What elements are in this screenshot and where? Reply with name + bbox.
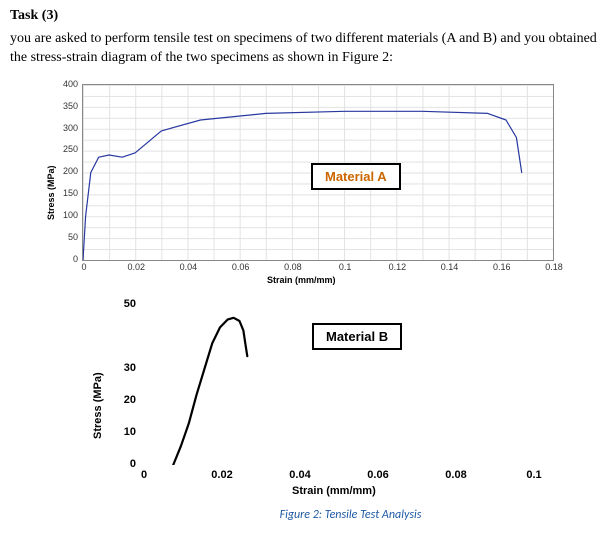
xtick: 0.14 bbox=[438, 262, 462, 272]
chart-b-ylabel: Stress (MPa) bbox=[92, 372, 104, 439]
xtick: 0.12 bbox=[385, 262, 409, 272]
chart-a-xlabel: Strain (mm/mm) bbox=[267, 275, 336, 285]
ytick: 400 bbox=[58, 79, 78, 89]
material-a-label-text: Material A bbox=[325, 169, 387, 184]
task-text: you are asked to perform tensile test on… bbox=[10, 30, 599, 68]
task-title: Task (3) bbox=[10, 8, 599, 24]
xtick: 0.02 bbox=[206, 469, 238, 481]
ytick: 20 bbox=[112, 394, 136, 406]
ytick: 0 bbox=[112, 458, 136, 470]
xtick: 0.06 bbox=[229, 262, 253, 272]
ytick: 150 bbox=[58, 188, 78, 198]
ytick: 0 bbox=[58, 254, 78, 264]
chart-b-plot: Material B bbox=[142, 305, 532, 465]
xtick: 0.04 bbox=[284, 469, 316, 481]
ytick: 200 bbox=[58, 166, 78, 176]
material-a-label: Material A bbox=[311, 163, 401, 190]
xtick: 0.02 bbox=[124, 262, 148, 272]
ytick: 250 bbox=[58, 144, 78, 154]
xtick: 0.04 bbox=[176, 262, 200, 272]
xtick: 0.08 bbox=[281, 262, 305, 272]
chart-b-xlabel: Strain (mm/mm) bbox=[292, 485, 376, 497]
xtick: 0.1 bbox=[518, 469, 550, 481]
xtick: 0.1 bbox=[333, 262, 357, 272]
chart-b: Stress (MPa) Material B Strain (mm/mm) 0… bbox=[42, 299, 582, 504]
figure-caption: Figure 2: Tensile Test Analysis bbox=[102, 508, 599, 522]
chart-a-plot: Material A bbox=[82, 84, 554, 261]
xtick: 0 bbox=[128, 469, 160, 481]
ytick: 300 bbox=[58, 123, 78, 133]
xtick: 0.18 bbox=[542, 262, 566, 272]
xtick: 0.06 bbox=[362, 469, 394, 481]
figure-wrap: Stress (MPa) Material A Strain (mm/mm) 0… bbox=[10, 80, 599, 522]
xtick: 0.16 bbox=[490, 262, 514, 272]
ytick: 350 bbox=[58, 101, 78, 111]
chart-a: Stress (MPa) Material A Strain (mm/mm) 0… bbox=[42, 80, 582, 295]
ytick: 30 bbox=[112, 362, 136, 374]
chart-a-ylabel: Stress (MPa) bbox=[46, 165, 56, 220]
ytick: 10 bbox=[112, 426, 136, 438]
ytick: 50 bbox=[112, 298, 136, 310]
material-b-label: Material B bbox=[312, 323, 402, 350]
ytick: 50 bbox=[58, 232, 78, 242]
xtick: 0.08 bbox=[440, 469, 472, 481]
ytick: 100 bbox=[58, 210, 78, 220]
